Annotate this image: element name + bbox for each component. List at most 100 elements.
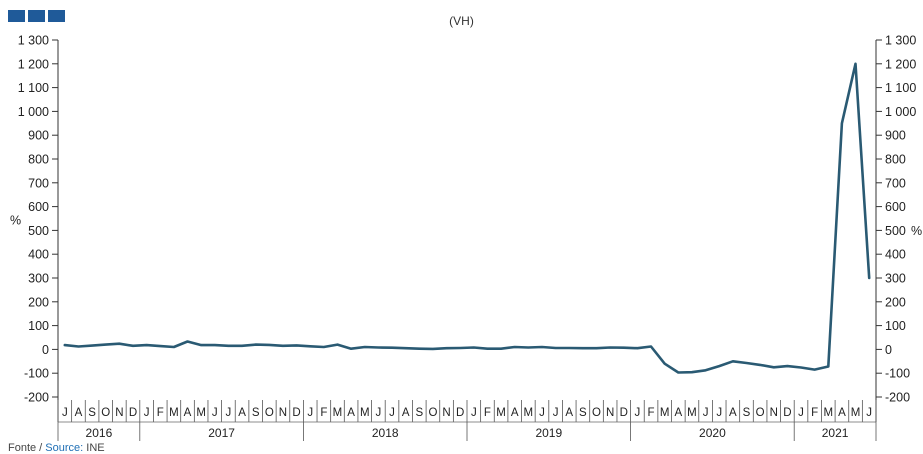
x-tick-label: M bbox=[687, 407, 697, 419]
x-tick-label: J bbox=[539, 407, 545, 419]
y-tick-label-right: 400 bbox=[885, 248, 906, 262]
y-tick-label-left: 900 bbox=[28, 129, 49, 143]
x-tick-label: F bbox=[484, 407, 491, 419]
y-tick-label-left: 200 bbox=[28, 295, 49, 309]
y-tick-label-right: 800 bbox=[885, 153, 906, 167]
x-tick-label: M bbox=[851, 407, 861, 419]
y-tick-label-left: 400 bbox=[28, 248, 49, 262]
x-tick-label: D bbox=[292, 407, 300, 419]
source-note: Fonte / Source: INE bbox=[8, 442, 105, 454]
x-tick-label: F bbox=[157, 407, 164, 419]
x-tick-label: A bbox=[184, 407, 192, 419]
x-tick-label: A bbox=[565, 407, 573, 419]
x-tick-label: M bbox=[496, 407, 506, 419]
source-suffix: INE bbox=[83, 442, 105, 454]
x-tick-label: M bbox=[524, 407, 534, 419]
x-tick-label: N bbox=[279, 407, 287, 419]
x-tick-label: J bbox=[553, 407, 559, 419]
x-tick-label: D bbox=[129, 407, 137, 419]
x-tick-label: A bbox=[729, 407, 737, 419]
y-tick-label-left: -200 bbox=[24, 391, 49, 405]
y-tick-label-left: 1 100 bbox=[18, 81, 49, 95]
year-label: 2020 bbox=[699, 426, 726, 440]
y-tick-label-right: 200 bbox=[885, 295, 906, 309]
y-tick-label-right: 300 bbox=[885, 272, 906, 286]
y-tick-label-left: 800 bbox=[28, 153, 49, 167]
y-tick-label-left: 700 bbox=[28, 176, 49, 190]
y-axis-label-left: % bbox=[10, 213, 21, 227]
x-tick-label: D bbox=[620, 407, 628, 419]
x-tick-label: J bbox=[144, 407, 150, 419]
x-tick-label: M bbox=[333, 407, 343, 419]
x-tick-label: N bbox=[115, 407, 123, 419]
y-tick-label-left: 1 000 bbox=[18, 105, 49, 119]
y-tick-label-right: 1 200 bbox=[885, 57, 916, 71]
y-tick-label-left: 0 bbox=[42, 343, 49, 357]
x-tick-label: M bbox=[169, 407, 179, 419]
x-tick-label: N bbox=[606, 407, 614, 419]
y-tick-label-right: 500 bbox=[885, 224, 906, 238]
x-tick-label: J bbox=[703, 407, 709, 419]
y-tick-label-left: 500 bbox=[28, 224, 49, 238]
y-tick-label-right: 600 bbox=[885, 200, 906, 214]
source-prefix: Fonte / bbox=[8, 442, 46, 454]
chart-subtitle: (VH) bbox=[449, 14, 474, 28]
x-tick-label: A bbox=[75, 407, 83, 419]
x-tick-label: O bbox=[265, 407, 274, 419]
x-tick-label: J bbox=[212, 407, 218, 419]
x-tick-label: S bbox=[579, 407, 587, 419]
x-tick-label: O bbox=[428, 407, 437, 419]
y-axis-label-right: % bbox=[911, 224, 922, 238]
x-tick-label: A bbox=[347, 407, 355, 419]
x-tick-label: M bbox=[360, 407, 370, 419]
x-tick-label: O bbox=[101, 407, 110, 419]
x-tick-label: J bbox=[471, 407, 477, 419]
logo-block bbox=[48, 10, 65, 22]
x-tick-label: J bbox=[376, 407, 382, 419]
x-tick-label: A bbox=[511, 407, 519, 419]
y-tick-label-left: 300 bbox=[28, 272, 49, 286]
x-tick-label: N bbox=[770, 407, 778, 419]
x-tick-label: O bbox=[756, 407, 765, 419]
y-tick-label-right: 1 100 bbox=[885, 81, 916, 95]
x-tick-label: A bbox=[402, 407, 410, 419]
logo-block bbox=[28, 10, 45, 22]
series-line bbox=[63, 62, 871, 374]
x-tick-label: D bbox=[783, 407, 791, 419]
year-label: 2019 bbox=[535, 426, 562, 440]
x-tick-label: S bbox=[743, 407, 751, 419]
x-tick-label: D bbox=[456, 407, 464, 419]
x-tick-label: O bbox=[592, 407, 601, 419]
x-tick-label: J bbox=[307, 407, 313, 419]
y-tick-label-right: 1 300 bbox=[885, 34, 916, 48]
y-tick-label-right: -200 bbox=[885, 391, 910, 405]
x-tick-label: J bbox=[389, 407, 395, 419]
x-tick-label: J bbox=[635, 407, 641, 419]
year-label: 2016 bbox=[86, 426, 113, 440]
x-tick-label: J bbox=[716, 407, 722, 419]
y-tick-label-left: -100 bbox=[24, 367, 49, 381]
year-label: 2018 bbox=[372, 426, 399, 440]
x-tick-label: M bbox=[196, 407, 206, 419]
x-tick-label: F bbox=[648, 407, 655, 419]
x-tick-label: J bbox=[62, 407, 68, 419]
source-link[interactable]: Source: bbox=[45, 442, 84, 454]
y-tick-label-left: 600 bbox=[28, 200, 49, 214]
y-tick-label-right: -100 bbox=[885, 367, 910, 381]
x-tick-label: A bbox=[238, 407, 246, 419]
x-tick-label: F bbox=[811, 407, 818, 419]
ine-logo bbox=[8, 10, 65, 22]
x-tick-label: S bbox=[88, 407, 96, 419]
y-tick-label-right: 1 000 bbox=[885, 105, 916, 119]
x-tick-label: S bbox=[252, 407, 260, 419]
x-tick-label: A bbox=[674, 407, 682, 419]
logo-block bbox=[8, 10, 25, 22]
x-tick-label: M bbox=[823, 407, 833, 419]
x-tick-label: J bbox=[226, 407, 232, 419]
y-tick-label-right: 900 bbox=[885, 129, 906, 143]
y-tick-label-right: 100 bbox=[885, 319, 906, 333]
y-tick-label-left: 1 300 bbox=[18, 34, 49, 48]
x-tick-label: S bbox=[415, 407, 423, 419]
y-tick-label-left: 1 200 bbox=[18, 57, 49, 71]
